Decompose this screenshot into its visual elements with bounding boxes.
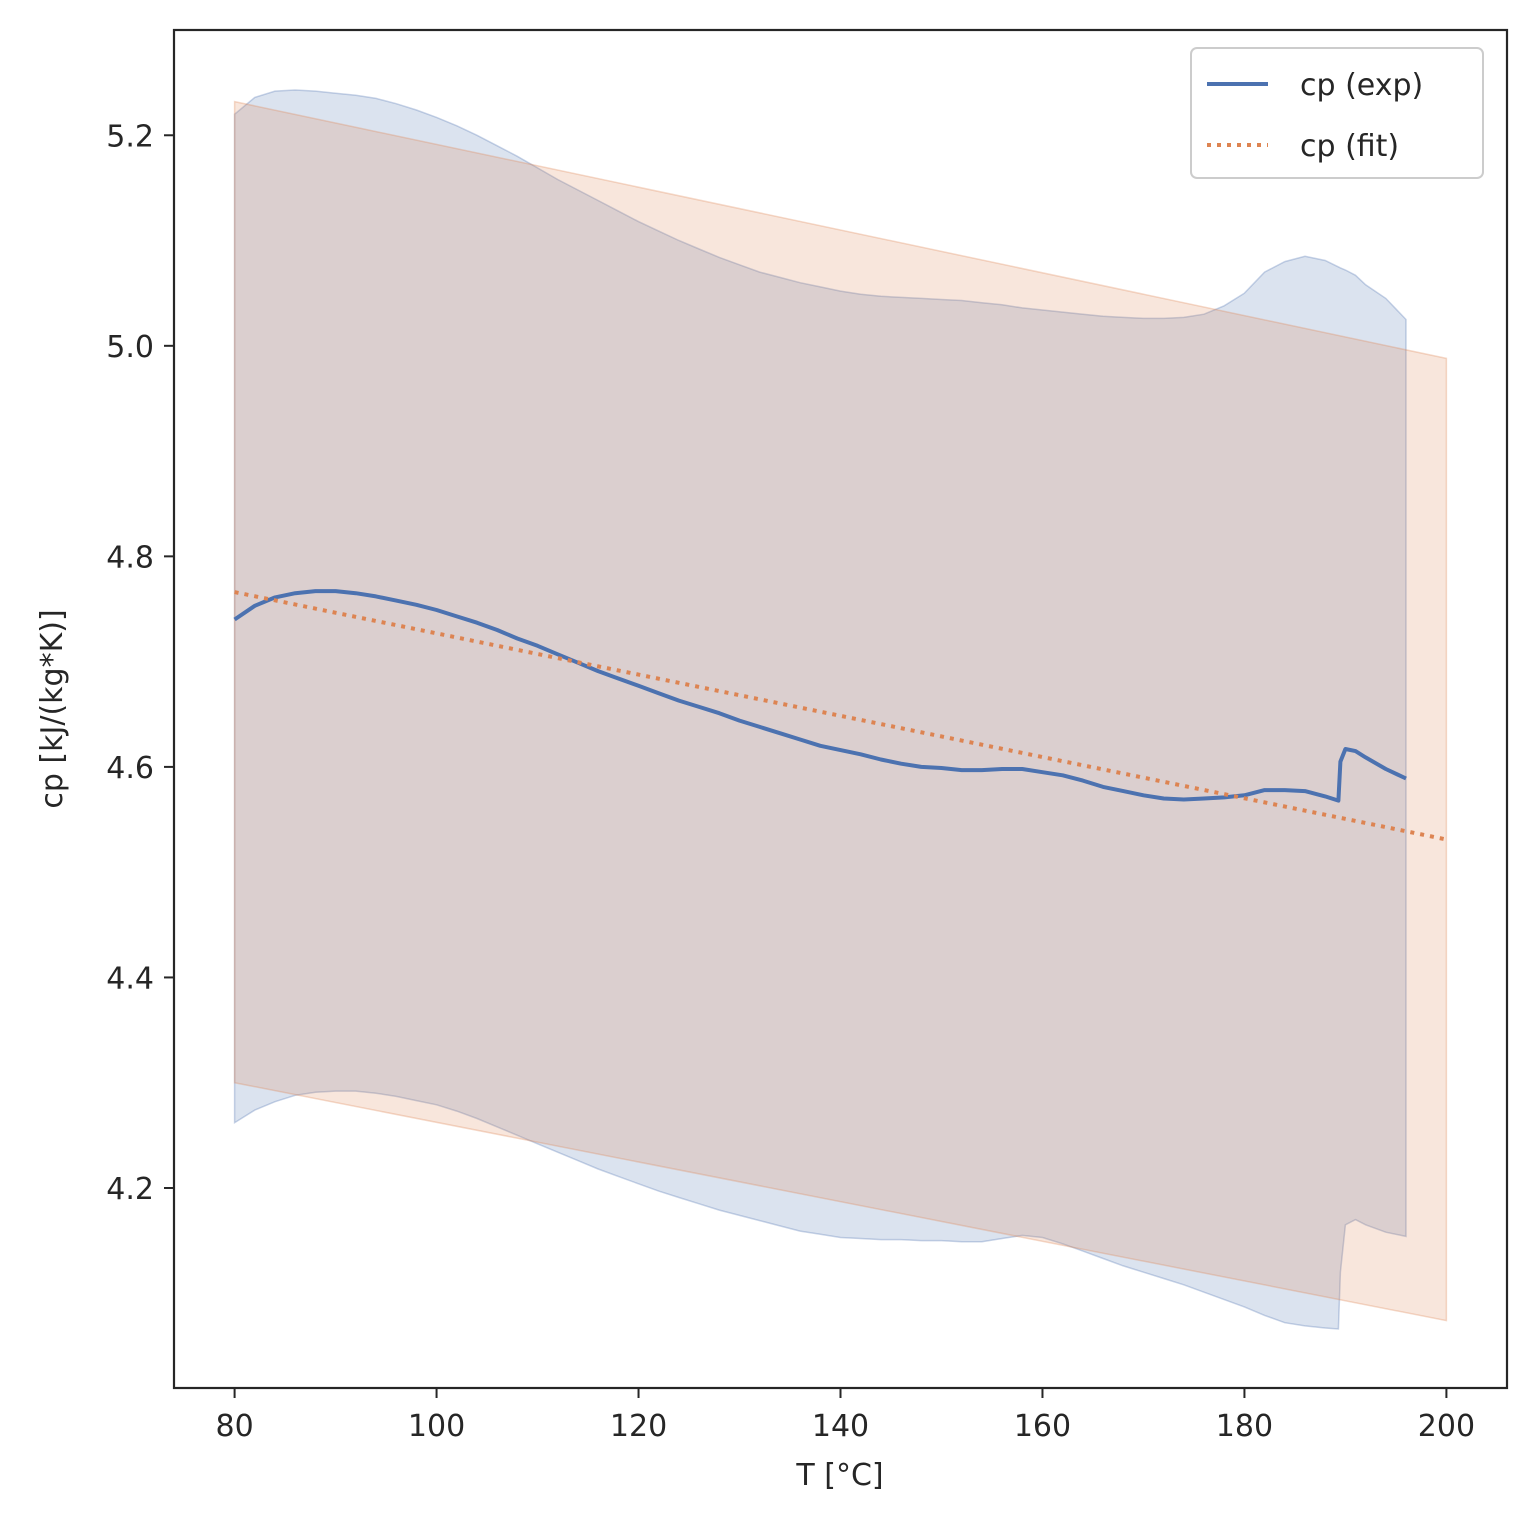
x-tick-label: 140	[812, 1409, 869, 1444]
x-tick-label: 120	[610, 1409, 667, 1444]
y-tick-label: 4.6	[106, 751, 154, 786]
x-tick-label: 180	[1216, 1409, 1273, 1444]
y-axis-ticks: 4.2 4.4 4.6 4.8 5.0 5.2	[106, 119, 174, 1207]
x-tick-label: 80	[215, 1409, 253, 1444]
y-tick-label: 4.4	[106, 961, 154, 996]
x-tick-label: 200	[1418, 1409, 1475, 1444]
y-tick-label: 4.8	[106, 540, 154, 575]
x-axis-label: T [°C]	[795, 1458, 883, 1493]
y-tick-label: 5.2	[106, 119, 154, 154]
x-axis-ticks: 80 100 120 140 160 180 200	[215, 1388, 1475, 1444]
x-tick-label: 100	[408, 1409, 465, 1444]
y-tick-label: 4.2	[106, 1172, 154, 1207]
y-tick-label: 5.0	[106, 330, 154, 365]
legend-label-exp: cp (exp)	[1300, 68, 1423, 103]
series-lines	[233, 589, 1447, 842]
confidence-bands	[233, 89, 1448, 1330]
legend-box	[1190, 47, 1484, 179]
band-fit	[233, 100, 1448, 1322]
legend-label-fit: cp (fit)	[1300, 129, 1399, 164]
y-axis-label: cp [kJ/(kg*K)]	[35, 609, 70, 808]
legend: cp (exp) cp (fit)	[1190, 47, 1484, 179]
x-tick-label: 160	[1014, 1409, 1071, 1444]
series-line-exp	[233, 589, 1407, 803]
band-exp	[233, 89, 1407, 1330]
series-line-fit	[234, 590, 1447, 842]
